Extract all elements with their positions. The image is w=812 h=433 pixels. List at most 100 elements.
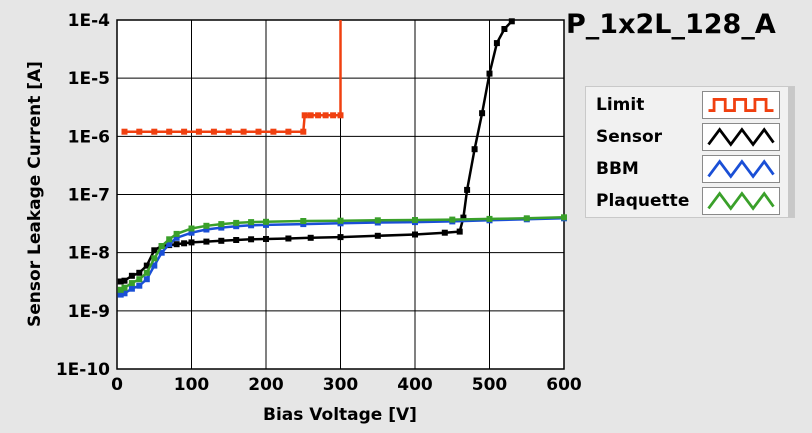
data-point [188, 225, 195, 232]
data-point [315, 112, 322, 119]
data-point [143, 276, 150, 283]
data-point [486, 70, 493, 77]
legend-swatch-bbm [702, 155, 780, 183]
data-point [374, 232, 381, 239]
data-point [203, 238, 210, 245]
data-point [248, 219, 255, 226]
data-point [300, 221, 307, 228]
data-point [248, 236, 255, 243]
data-point [158, 249, 165, 256]
y-tick-label: 1E-6 [68, 127, 110, 147]
series-sensor [117, 18, 515, 285]
data-point [128, 280, 135, 287]
y-tick-label: 1E-4 [68, 11, 110, 31]
data-point [285, 128, 292, 135]
legend-label: Plaquette [596, 191, 690, 211]
data-point [337, 234, 344, 241]
legend-item-sensor[interactable]: Sensor [596, 123, 792, 151]
legend-item-limit[interactable]: Limit [596, 91, 792, 119]
data-point [322, 112, 329, 119]
data-point [218, 237, 225, 244]
data-point [412, 231, 418, 238]
data-point [203, 226, 210, 233]
data-point [136, 128, 143, 135]
data-point [218, 224, 225, 231]
data-point [464, 186, 471, 193]
data-point [158, 243, 165, 249]
data-point [151, 247, 158, 254]
data-point [136, 282, 143, 289]
data-point [412, 217, 418, 223]
data-point [523, 215, 530, 222]
data-point [456, 228, 463, 235]
data-point [501, 26, 508, 32]
data-point [263, 236, 269, 242]
y-tick-label: 1E-9 [68, 302, 110, 322]
data-point [136, 269, 143, 276]
data-point [181, 240, 188, 247]
data-point [460, 214, 467, 221]
legend-item-bbm[interactable]: BBM [596, 155, 792, 183]
x-tick-label: 0 [111, 375, 123, 395]
x-axis-label: Bias Voltage [V] [263, 405, 417, 425]
data-point [225, 128, 232, 135]
x-tick-label: 100 [174, 375, 210, 395]
data-point [493, 40, 500, 47]
data-point [121, 284, 128, 291]
data-point [561, 214, 567, 221]
data-point [255, 128, 262, 135]
tick-labels: 0 100 200 300 400 500 600 1E-10 1E-9 1E-8 1E-7 1E-6… [56, 11, 582, 395]
data-point [195, 128, 202, 135]
data-point [136, 276, 143, 283]
series-plaquette [117, 214, 567, 293]
x-tick-label: 200 [248, 375, 284, 395]
data-point [263, 221, 269, 228]
data-point [479, 110, 486, 117]
data-point [151, 255, 158, 262]
data-point [151, 128, 158, 135]
data-point [486, 215, 493, 222]
x-tick-label: 600 [546, 375, 582, 395]
data-point [128, 285, 135, 292]
legend-label: BBM [596, 159, 639, 179]
data-point [121, 290, 128, 297]
legend-label: Sensor [596, 127, 663, 147]
y-tick-label: 1E-5 [68, 69, 110, 89]
data-point [121, 277, 128, 284]
data-point [117, 278, 124, 285]
data-point [188, 229, 195, 236]
y-tick-label: 1E-10 [56, 360, 110, 380]
data-point [300, 128, 307, 135]
data-point [301, 112, 308, 119]
x-tick-label: 300 [323, 375, 359, 395]
data-point [449, 216, 456, 223]
data-point [263, 218, 269, 225]
data-point [300, 218, 307, 224]
data-point [128, 272, 135, 279]
data-point [121, 128, 128, 135]
data-point [173, 241, 180, 248]
data-point [143, 269, 150, 276]
data-point [285, 235, 292, 242]
series-layer [117, 18, 567, 298]
data-point [166, 236, 173, 243]
data-point [307, 112, 314, 119]
chart-title: P_1x2L_128_A [566, 9, 776, 40]
y-axis-label: Sensor Leakage Current [A] [25, 61, 45, 327]
legend-label: Limit [596, 95, 645, 115]
legend-item-plaquette[interactable]: Plaquette [596, 187, 792, 215]
legend-swatch-limit [702, 91, 780, 119]
legend-scrollbar[interactable] [788, 87, 794, 217]
data-point [166, 241, 173, 248]
data-point [337, 217, 344, 224]
data-point [471, 146, 478, 153]
data-point [188, 239, 195, 246]
series-limit [121, 20, 344, 135]
data-point [151, 262, 158, 269]
data-point [233, 219, 240, 226]
data-point [173, 234, 180, 241]
data-point [233, 237, 240, 243]
x-tick-label: 500 [472, 375, 508, 395]
data-point [173, 230, 180, 237]
data-point [143, 262, 150, 269]
